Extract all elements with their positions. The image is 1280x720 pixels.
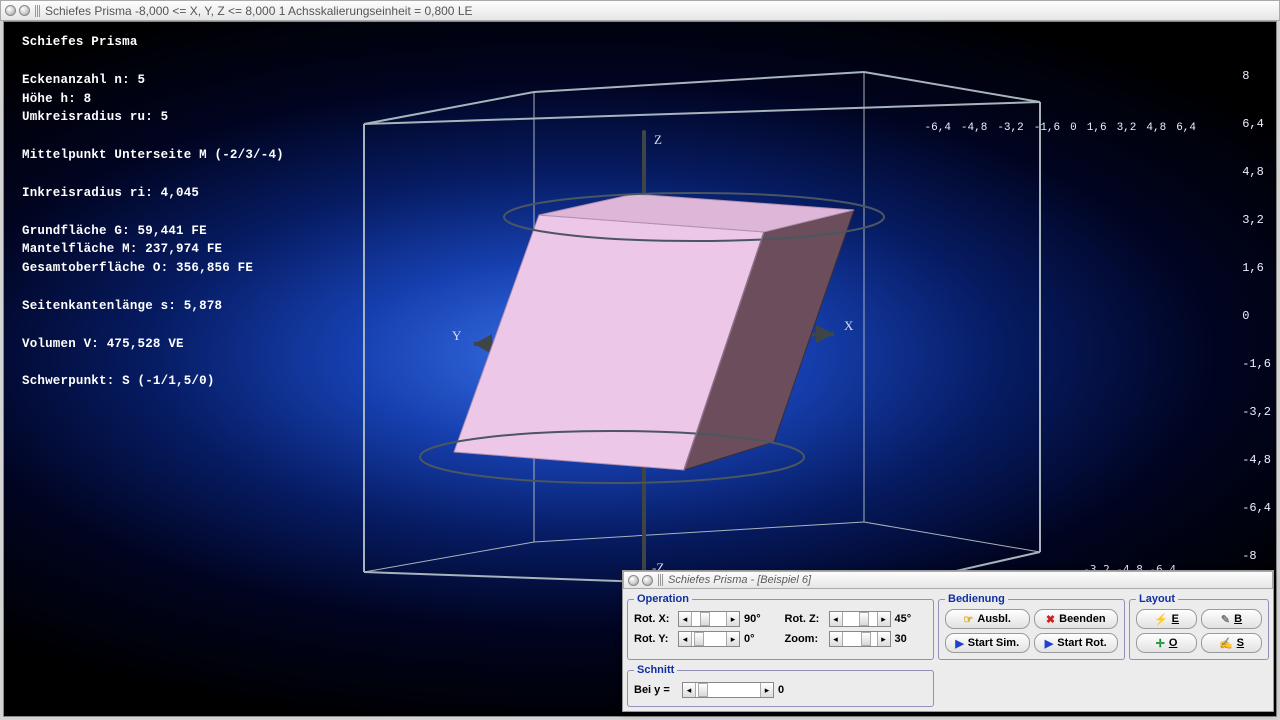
x-axis-ticks: -6,4-4,8-3,2-1,601,63,24,86,4 xyxy=(925,122,1206,134)
operation-fieldset: Operation Rot. X: ◂ ▸ 90° Rot. Z: ◂ xyxy=(627,593,934,660)
beenden-button[interactable]: ✖ Beenden xyxy=(1034,609,1119,629)
hand-icon: ☞ xyxy=(964,613,974,626)
schnitt-left-arrow-icon[interactable]: ◂ xyxy=(683,683,696,697)
lightning-icon: ⚡ xyxy=(1154,613,1168,626)
zoom-right-arrow-icon[interactable]: ▸ xyxy=(877,632,890,646)
layout-b-button[interactable]: ✎ B xyxy=(1201,609,1262,629)
layout-fieldset: Layout ⚡ E ✎ B ✛ O ✍ S xyxy=(1129,593,1269,660)
zoom-value: 30 xyxy=(895,633,921,645)
info-volumen: Volumen V: 475,528 VE xyxy=(22,338,284,352)
ausbl-button[interactable]: ☞ Ausbl. xyxy=(945,609,1030,629)
control-panel-window[interactable]: Schiefes Prisma - [Beispiel 6] Operation… xyxy=(622,570,1274,712)
z-axis-ticks: 86,44,83,21,60-1,6-3,2-4,8-6,4-8 xyxy=(1242,70,1271,598)
window-title: Schiefes Prisma -8,000 <= X, Y, Z <= 8,0… xyxy=(45,4,473,18)
info-mittelpunkt: Mittelpunkt Unterseite M (-2/3/-4) xyxy=(22,149,284,163)
panel-titlebar-grip xyxy=(658,574,664,586)
rotz-spinner[interactable]: ◂ ▸ xyxy=(829,611,891,627)
info-inkreis: Inkreisradius ri: 4,045 xyxy=(22,187,284,201)
rotz-value: 45° xyxy=(895,613,921,625)
roty-spinner[interactable]: ◂ ▸ xyxy=(678,631,740,647)
panel-win-btn-2[interactable] xyxy=(642,575,653,586)
pencil-icon: ✎ xyxy=(1221,613,1230,626)
axes-icon: ✛ xyxy=(1156,637,1165,650)
brush-icon: ✍ xyxy=(1219,637,1233,650)
info-panel: Schiefes Prisma Eckenanzahl n: 5 Höhe h:… xyxy=(22,36,284,394)
layout-s-button[interactable]: ✍ S xyxy=(1201,633,1262,653)
rotx-label: Rot. X: xyxy=(634,613,674,625)
info-mantel: Mantelfläche M: 237,974 FE xyxy=(22,243,284,257)
svg-text:Y: Y xyxy=(452,328,462,343)
roty-right-arrow-icon[interactable]: ▸ xyxy=(726,632,739,646)
roty-left-arrow-icon[interactable]: ◂ xyxy=(679,632,692,646)
win-btn-2[interactable] xyxy=(19,5,30,16)
start-rot-button[interactable]: ▶ Start Rot. xyxy=(1034,633,1119,653)
bedienung-legend: Bedienung xyxy=(945,593,1008,605)
rotx-right-arrow-icon[interactable]: ▸ xyxy=(726,612,739,626)
play-icon: ▶ xyxy=(1045,637,1053,650)
layout-legend: Layout xyxy=(1136,593,1178,605)
schnitt-legend: Schnitt xyxy=(634,664,677,676)
rotx-spinner[interactable]: ◂ ▸ xyxy=(678,611,740,627)
play-icon: ▶ xyxy=(955,637,963,650)
rotz-label: Rot. Z: xyxy=(785,613,825,625)
schnitt-value: 0 xyxy=(778,684,804,696)
panel-title: Schiefes Prisma - [Beispiel 6] xyxy=(668,574,811,586)
info-hoehe: Höhe h: 8 xyxy=(22,93,284,107)
roty-label: Rot. Y: xyxy=(634,633,674,645)
svg-text:Z: Z xyxy=(654,132,662,147)
win-btn-1[interactable] xyxy=(5,5,16,16)
schnitt-right-arrow-icon[interactable]: ▸ xyxy=(760,683,773,697)
rotz-right-arrow-icon[interactable]: ▸ xyxy=(877,612,890,626)
rotx-left-arrow-icon[interactable]: ◂ xyxy=(679,612,692,626)
panel-titlebar[interactable]: Schiefes Prisma - [Beispiel 6] xyxy=(623,571,1273,589)
main-titlebar[interactable]: Schiefes Prisma -8,000 <= X, Y, Z <= 8,0… xyxy=(0,0,1280,21)
layout-e-button[interactable]: ⚡ E xyxy=(1136,609,1197,629)
zoom-left-arrow-icon[interactable]: ◂ xyxy=(830,632,843,646)
zoom-spinner[interactable]: ◂ ▸ xyxy=(829,631,891,647)
titlebar-grip xyxy=(35,5,41,17)
start-sim-button[interactable]: ▶ Start Sim. xyxy=(945,633,1030,653)
info-gesamt: Gesamtoberfläche O: 356,856 FE xyxy=(22,262,284,276)
rotx-value: 90° xyxy=(744,613,770,625)
operation-legend: Operation xyxy=(634,593,692,605)
svg-text:X: X xyxy=(844,318,854,333)
info-seiten: Seitenkantenlänge s: 5,878 xyxy=(22,300,284,314)
schnitt-spinner[interactable]: ◂ ▸ xyxy=(682,682,774,698)
info-ecken: Eckenanzahl n: 5 xyxy=(22,74,284,88)
zoom-label: Zoom: xyxy=(785,633,825,645)
info-grundfl: Grundfläche G: 59,441 FE xyxy=(22,225,284,239)
roty-value: 0° xyxy=(744,633,770,645)
schnitt-fieldset: Schnitt Bei y = ◂ ▸ 0 xyxy=(627,664,934,707)
info-umkreis: Umkreisradius ru: 5 xyxy=(22,111,284,125)
panel-win-btn-1[interactable] xyxy=(628,575,639,586)
rotz-left-arrow-icon[interactable]: ◂ xyxy=(830,612,843,626)
bei-y-label: Bei y = xyxy=(634,684,678,696)
close-x-icon: ✖ xyxy=(1046,613,1055,626)
info-schwerpunkt: Schwerpunkt: S (-1/1,5/0) xyxy=(22,375,284,389)
bedienung-fieldset: Bedienung ☞ Ausbl. ✖ Beenden ▶ Start Sim… xyxy=(938,593,1125,660)
info-title: Schiefes Prisma xyxy=(22,36,284,50)
layout-o-button[interactable]: ✛ O xyxy=(1136,633,1197,653)
